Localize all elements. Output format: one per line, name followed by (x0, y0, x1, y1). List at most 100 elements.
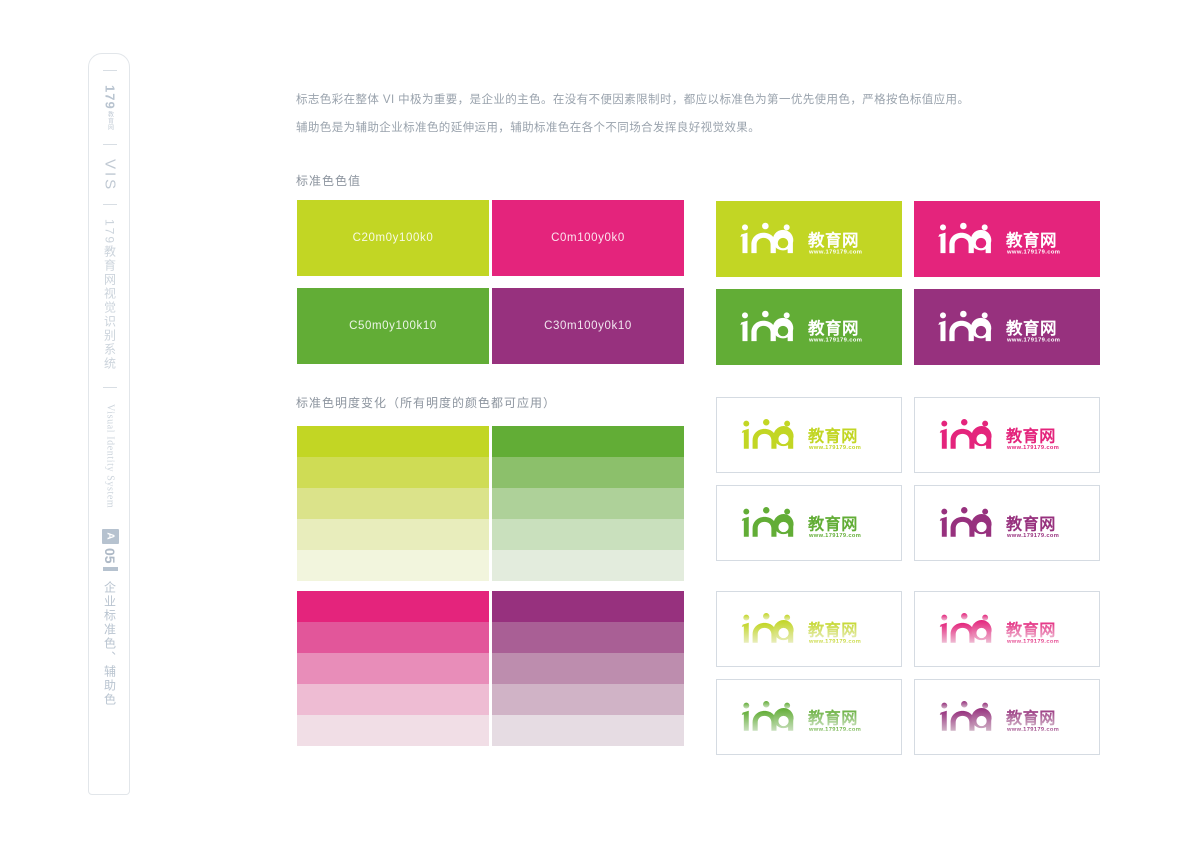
tint-step-5[interactable] (492, 715, 684, 746)
tints-purple-dark (492, 591, 684, 746)
logo-symbol-179 (938, 310, 992, 342)
tint-step-1[interactable] (297, 591, 489, 622)
logo-url: www.179179.com (1006, 533, 1059, 539)
tint-step-1[interactable] (492, 426, 684, 457)
logo-url: www.179179.com (808, 639, 861, 645)
main-content: 标志色彩在整体 VI 中极为重要，是企业的主色。在没有不便因素限制时，都应以标准… (296, 0, 1126, 848)
logo-symbol-179 (741, 613, 794, 643)
logo-symbol-179 (740, 222, 794, 254)
logo-svg: 教育网 www.179179.com (740, 310, 862, 344)
logo-on-green-dark[interactable]: 教育网 www.179179.com (716, 289, 902, 365)
swatch-label: C50m0y100k10 (349, 320, 437, 332)
tint-step-5[interactable] (492, 550, 684, 581)
logo-svg: 教育网 www.179179.com (939, 701, 1059, 733)
logo-wordmark: 教育网 (808, 318, 859, 338)
logo-gradient-purple-dark[interactable]: 教育网 www.179179.com (914, 679, 1100, 755)
logo-lockup: 教育网 www.179179.com (736, 310, 882, 344)
logo-lockup: 教育网 www.179179.com (936, 419, 1079, 451)
tint-step-3[interactable] (492, 488, 684, 519)
sidebar: 179 教育网 VIS 179教育网视觉识别系统 Visual Identity… (88, 53, 130, 795)
logo-lockup: 教育网 www.179179.com (936, 507, 1079, 539)
sidebar-brand-mark: 179 (102, 85, 118, 110)
logo-flat-green-primary[interactable]: 教育网 www.179179.com (716, 397, 902, 473)
sidebar-vis-label: VIS (101, 159, 119, 193)
logo-symbol-179 (938, 222, 992, 254)
logo-svg: 教育网 www.179179.com (939, 507, 1059, 539)
sidebar-page-code-badge: A (101, 528, 119, 544)
sidebar-accent-bar (102, 567, 118, 572)
logo-wordmark: 教育网 (1006, 427, 1056, 446)
logo-url: www.179179.com (1006, 445, 1059, 451)
logo-wordmark: 教育网 (1006, 318, 1057, 338)
swatch-label: C20m0y100k0 (352, 232, 434, 244)
logo-svg: 教育网 www.179179.com (938, 222, 1060, 256)
swatch-green-dark[interactable]: C50m0y100k10 (297, 288, 489, 364)
logo-flat-magenta-primary[interactable]: 教育网 www.179179.com (914, 397, 1100, 473)
tint-step-3[interactable] (492, 653, 684, 684)
swatch-green-primary[interactable]: C20m0y100k0 (297, 200, 489, 276)
logo-symbol-179 (939, 507, 992, 537)
logo-gradient-green-dark[interactable]: 教育网 www.179179.com (716, 679, 902, 755)
logo-url: www.179179.com (1006, 250, 1060, 256)
logo-svg: 教育网 www.179179.com (741, 613, 861, 645)
logo-wordmark: 教育网 (808, 230, 859, 250)
logo-symbol-179 (939, 419, 992, 449)
logo-symbol-179 (740, 310, 794, 342)
logo-lockup: 教育网 www.179179.com (738, 419, 881, 451)
logo-symbol-179 (741, 419, 794, 449)
tint-step-3[interactable] (297, 653, 489, 684)
logo-gradient-green-primary[interactable]: 教育网 www.179179.com (716, 591, 902, 667)
logo-symbol-179 (741, 701, 794, 731)
sidebar-divider-1 (103, 70, 117, 71)
logo-on-magenta-primary[interactable]: 教育网 www.179179.com (914, 201, 1100, 277)
logo-on-purple-dark[interactable]: 教育网 www.179179.com (914, 289, 1100, 365)
logo-gradient-magenta-primary[interactable]: 教育网 www.179179.com (914, 591, 1100, 667)
logo-url: www.179179.com (1006, 338, 1060, 344)
logo-wordmark: 教育网 (1006, 709, 1056, 728)
section-title-standard-colors: 标准色色值 (296, 174, 362, 188)
logo-on-green-primary[interactable]: 教育网 www.179179.com (716, 201, 902, 277)
tint-step-4[interactable] (492, 519, 684, 550)
logo-lockup: 教育网 www.179179.com (934, 310, 1080, 344)
sidebar-brand-cn: 教育网 (106, 110, 113, 131)
tint-step-2[interactable] (492, 622, 684, 653)
logo-url: www.179179.com (808, 727, 861, 733)
sidebar-section-label: 企业标准色、辅助色 (102, 581, 117, 708)
logo-url: www.179179.com (808, 445, 861, 451)
tint-step-1[interactable] (297, 426, 489, 457)
logo-svg: 教育网 www.179179.com (741, 507, 861, 539)
tint-step-2[interactable] (297, 457, 489, 488)
swatch-label: C0m100y0k0 (551, 232, 625, 244)
tint-step-4[interactable] (297, 519, 489, 550)
sidebar-divider-4 (103, 387, 117, 389)
swatch-label: C30m100y0k10 (544, 320, 632, 332)
tints-magenta-primary (297, 591, 489, 746)
tint-step-3[interactable] (297, 488, 489, 519)
logo-lockup: 教育网 www.179179.com (934, 222, 1080, 256)
tint-step-4[interactable] (297, 684, 489, 715)
logo-svg: 教育网 www.179179.com (740, 222, 862, 256)
swatch-magenta-primary[interactable]: C0m100y0k0 (492, 200, 684, 276)
section-title-brightness: 标准色明度变化（所有明度的颜色都可应用） (296, 396, 557, 410)
tint-step-2[interactable] (492, 457, 684, 488)
tint-step-1[interactable] (492, 591, 684, 622)
logo-svg: 教育网 www.179179.com (938, 310, 1060, 344)
sidebar-brand-logo: 179 教育网 (97, 85, 123, 130)
logo-url: www.179179.com (808, 533, 861, 539)
logo-wordmark: 教育网 (808, 427, 858, 446)
logo-svg: 教育网 www.179179.com (939, 613, 1059, 645)
swatch-purple-dark[interactable]: C30m100y0k10 (492, 288, 684, 364)
tint-step-5[interactable] (297, 550, 489, 581)
sidebar-document-title: 179教育网视觉识别系统 (102, 219, 117, 372)
tint-step-2[interactable] (297, 622, 489, 653)
sidebar-divider-3 (103, 204, 117, 206)
logo-url: www.179179.com (808, 250, 862, 256)
tint-step-5[interactable] (297, 715, 489, 746)
logo-url: www.179179.com (808, 338, 862, 344)
logo-flat-green-dark[interactable]: 教育网 www.179179.com (716, 485, 902, 561)
logo-lockup: 教育网 www.179179.com (738, 613, 881, 645)
tint-step-4[interactable] (492, 684, 684, 715)
logo-flat-purple-dark[interactable]: 教育网 www.179179.com (914, 485, 1100, 561)
tints-green-primary (297, 426, 489, 581)
